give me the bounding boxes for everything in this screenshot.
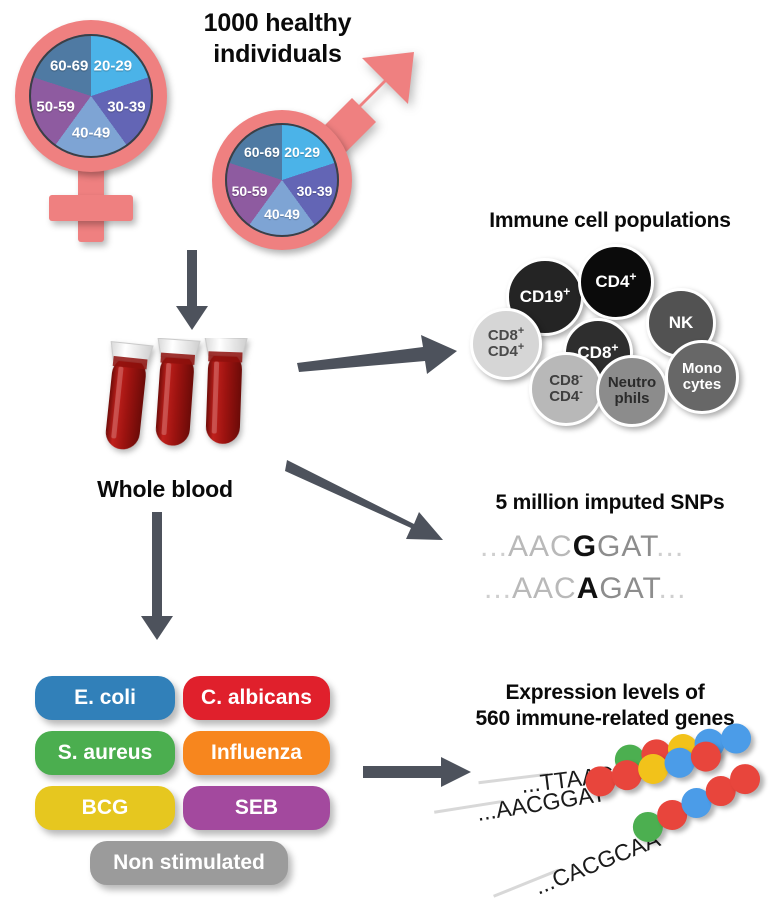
female-age-label-60-69: 60-69 <box>49 57 89 75</box>
arrow-cohort-to-blood <box>176 250 208 330</box>
strand-bead <box>636 751 671 787</box>
male-age-pie: 20-29 30-39 40-49 50-59 60-69 <box>225 123 339 237</box>
gene-strand-1: ...TTAACGG <box>478 721 771 812</box>
immune-cell-cd8-cd4: CD8- CD4- <box>529 352 603 426</box>
immune-cell-label: Mono cytes <box>682 360 722 393</box>
snp-left-bases: AAC <box>512 572 577 605</box>
stimulus-label: Non stimulated <box>113 851 265 874</box>
expression-title-line-1: Expression levels of <box>505 681 705 704</box>
female-symbol: 20-29 30-39 40-49 50-59 60-69 <box>10 12 200 242</box>
immune-cell-cd4: CD4+ <box>578 244 654 320</box>
male-age-label-40-49: 40-49 <box>264 206 300 223</box>
stimulus-label: BCG <box>81 796 129 819</box>
strand-guide-line <box>493 868 560 898</box>
strand-bead <box>652 795 692 835</box>
arrow-blood-to-immune <box>297 335 457 374</box>
strand-bead <box>676 783 716 823</box>
cohort-title-line-2: individuals <box>213 39 342 68</box>
snp-sequence-row-1: ...AACGGAT... <box>480 530 684 564</box>
female-cross-bar <box>49 195 133 221</box>
snp-title: 5 million imputed SNPs <box>495 491 725 514</box>
female-age-label-50-59: 50-59 <box>36 98 75 116</box>
strand-bead <box>609 758 644 793</box>
snp-right-bases: GAT <box>597 530 657 563</box>
strand-bead <box>701 771 741 811</box>
gene-strand-3: ...CACGCAA <box>493 759 771 912</box>
gene-strand-2: ...AACGGAT <box>434 739 771 839</box>
female-age-label-20-29: 20-29 <box>93 57 133 75</box>
strand-bead <box>725 759 765 799</box>
snp-trailing-ellipsis: ... <box>656 530 685 563</box>
snp-sequence-row-2: ...AACAGAT... <box>484 572 687 606</box>
expression-title: Expression levels of 560 immune-related … <box>445 680 765 731</box>
stimulus-label: SEB <box>234 796 279 819</box>
snp-right-bases: GAT <box>599 572 659 605</box>
arrow-blood-to-snp <box>285 460 443 540</box>
immune-cell-label: CD19+ <box>519 284 571 307</box>
stimulus-label: C. albicans <box>201 686 312 709</box>
snp-trailing-ellipsis: ... <box>658 572 687 605</box>
stimulus-non-stimulated[interactable]: Non stimulated <box>90 841 288 885</box>
snp-leading-ellipsis: ... <box>480 530 509 563</box>
strand-bead <box>639 737 674 772</box>
female-age-label-30-39: 30-39 <box>107 98 146 116</box>
stimulus-e-coli[interactable]: E. coli <box>35 676 175 720</box>
arrow-stimuli-to-expression <box>363 757 471 787</box>
immune-cell-monocytes: Mono cytes <box>665 340 739 414</box>
female-age-pie: 20-29 30-39 40-49 50-59 60-69 <box>29 34 153 158</box>
strand-bead <box>662 745 697 780</box>
arrow-blood-to-stimuli <box>141 512 173 640</box>
strand-bead <box>692 727 727 761</box>
stimulus-c-albicans[interactable]: C. albicans <box>183 676 330 720</box>
snp-sequences: ...AACGGAT... ...AACAGAT... <box>480 530 750 620</box>
immune-populations-title: Immune cell populations <box>489 209 731 232</box>
strand-guide-line <box>434 799 504 814</box>
immune-cell-label: CD8+ CD4+ <box>487 325 525 360</box>
stimulus-bcg[interactable]: BCG <box>35 786 175 830</box>
stimulus-s-aureus[interactable]: S. aureus <box>35 731 175 775</box>
snp-variant-base: G <box>572 530 598 563</box>
snp-leading-ellipsis: ... <box>484 572 513 605</box>
male-symbol: 20-29 30-39 40-49 50-59 60-69 <box>198 52 414 252</box>
male-age-label-20-29: 20-29 <box>284 144 320 161</box>
strand-guide-line <box>478 772 549 785</box>
immune-cell-neutrophils: Neutro phils <box>596 355 668 427</box>
stimulus-influenza[interactable]: Influenza <box>183 731 330 775</box>
immune-cell-label: Neutro phils <box>607 374 657 407</box>
cohort-title-line-1: 1000 healthy <box>203 9 352 37</box>
male-age-label-60-69: 60-69 <box>243 144 280 161</box>
immune-cell-label: CD8- CD4- <box>549 370 583 405</box>
immune-cell-label: NK <box>668 313 694 333</box>
immune-cell-cd8-cd4: CD8+ CD4+ <box>470 308 542 380</box>
strand-sequence-text: ...TTAACGG <box>519 756 651 798</box>
whole-blood-label: Whole blood <box>97 476 233 502</box>
strand-bead <box>688 739 724 774</box>
cohort-title: 1000 healthy individuals <box>170 8 385 69</box>
immune-cell-label: CD4+ <box>595 269 637 292</box>
female-age-label-40-49: 40-49 <box>71 124 111 142</box>
stimulus-seb[interactable]: SEB <box>183 786 330 830</box>
stimulus-label: Influenza <box>210 741 302 764</box>
expression-title-line-2: 560 immune-related genes <box>475 706 735 730</box>
strand-bead <box>583 764 618 799</box>
stimulus-label: S. aureus <box>57 741 153 764</box>
strand-bead <box>666 732 700 766</box>
male-age-label-50-59: 50-59 <box>231 182 268 199</box>
strand-sequence-text: ...AACGGAT <box>474 779 608 826</box>
snp-left-bases: AAC <box>508 530 573 563</box>
strand-sequence-text: ...CACGCAA <box>530 825 664 900</box>
strand-bead <box>613 742 647 777</box>
snp-variant-base: A <box>576 572 600 605</box>
stimulus-label: E. coli <box>74 686 136 709</box>
male-age-label-30-39: 30-39 <box>296 182 333 199</box>
blood-tubes <box>95 336 265 468</box>
strand-bead <box>628 807 668 847</box>
